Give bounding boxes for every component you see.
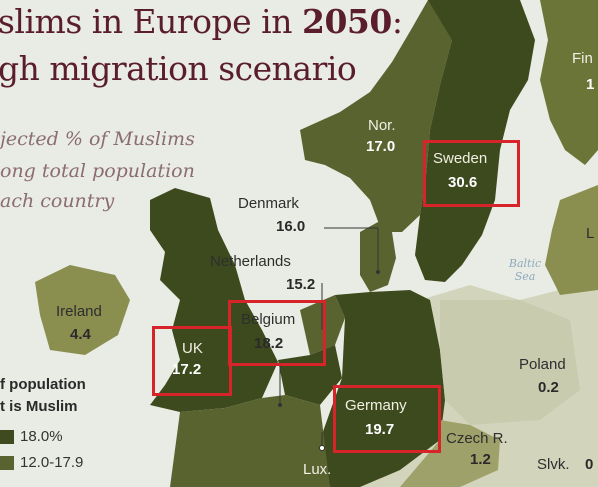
norway-land (300, 0, 470, 232)
belgium-label: Belgium (241, 311, 296, 328)
sweden-highlight-box (423, 140, 520, 207)
czech-label: Czech R. (446, 430, 508, 447)
legend-swatch-18 (0, 430, 14, 444)
poland-land (440, 300, 580, 425)
legend-title-line2: t is Muslim (0, 398, 78, 415)
map-title-line1: slims in Europe in 2050: (0, 2, 403, 41)
baltic-sea-label-line2: Sea (514, 270, 536, 283)
legend-title-line1: f population (0, 376, 86, 393)
norway-value: 17.0 (366, 138, 396, 155)
uk-label: UK (182, 340, 203, 357)
map-subtitle-line2: ong total population (0, 160, 195, 182)
luxembourg-label: Lux. (303, 461, 332, 478)
legend-item-12: 12.0-17.9 (20, 454, 84, 471)
poland-value: 0.2 (538, 379, 559, 396)
uk-value: 17.2 (172, 361, 202, 378)
lux-marker (319, 445, 325, 451)
denmark-value: 16.0 (276, 218, 306, 235)
ireland-land (35, 265, 130, 355)
czech-land (400, 420, 500, 487)
ireland-label: Ireland (56, 303, 102, 320)
germany-land (320, 290, 445, 487)
denmark-marker (376, 270, 380, 274)
netherlands-value: 15.2 (286, 276, 316, 293)
germany-highlight-box (333, 385, 441, 453)
baltic-sea-label-line1: Baltic (508, 257, 542, 270)
denmark-label: Denmark (238, 195, 299, 212)
belgium-marker (278, 403, 282, 407)
germany-label: Germany (345, 397, 407, 414)
finland-land (540, 0, 598, 165)
czech-value: 1.2 (470, 451, 491, 468)
baltic-sea-label: Baltic Sea (500, 257, 550, 283)
latvia-label: L (586, 225, 595, 242)
poland-label: Poland (519, 356, 566, 373)
france-land (170, 395, 330, 487)
belgium-value: 18.2 (254, 335, 284, 352)
germany-value: 19.7 (365, 421, 395, 438)
slovakia-label: Slvk. (537, 456, 570, 473)
uk-highlight-box (152, 326, 232, 396)
finland-label: Fin (572, 50, 593, 67)
finland-value: 1 (586, 76, 595, 93)
map-subtitle-line1: jected % of Muslims (0, 128, 195, 150)
netherlands-label: Netherlands (210, 253, 291, 270)
ireland-value: 4.4 (70, 326, 91, 343)
slovakia-value: 0 (585, 456, 594, 473)
sweden-label: Sweden (433, 150, 488, 167)
belgium-highlight-box (228, 300, 326, 366)
uk-land (150, 188, 278, 412)
map-title-line2: gh migration scenario (0, 49, 357, 88)
norway-label: Nor. (368, 117, 396, 134)
legend-item-18: 18.0% (20, 428, 63, 445)
map-subtitle-line3: ach country (0, 190, 115, 212)
legend-swatch-12 (0, 456, 14, 470)
belgium-lux-land (278, 345, 342, 405)
baltic-states-land (545, 185, 598, 295)
sweden-value: 30.6 (448, 174, 478, 191)
